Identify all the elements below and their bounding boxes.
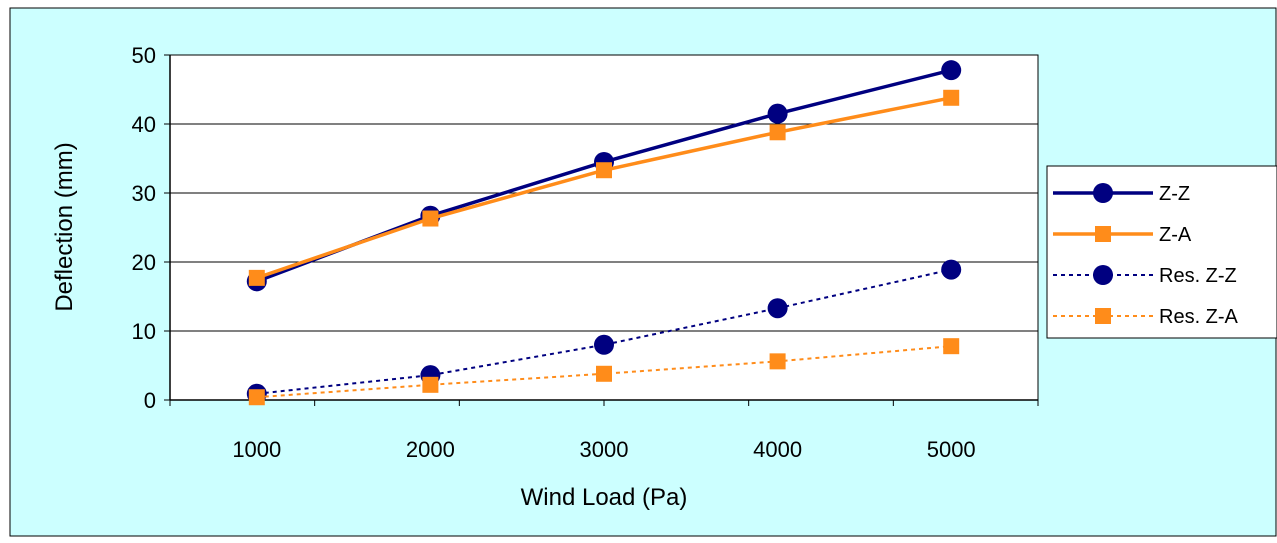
legend: Z-Z Z-A Res. Z-Z Res. Z-A: [1046, 165, 1277, 339]
y-tick-label: 10: [132, 319, 156, 344]
y-axis-title: Deflection (mm): [51, 142, 78, 311]
tick-labels: 0 10 20 30 40 50 1000 2000 3000 4000 5000: [132, 43, 976, 462]
data-point: [941, 259, 962, 280]
data-point: [769, 124, 786, 141]
data-point: [248, 269, 265, 286]
series-res-z-a: [248, 338, 960, 406]
x-axis-title: Wind Load (Pa): [521, 484, 688, 511]
data-point: [596, 162, 612, 179]
series-layer: [246, 60, 962, 406]
legend-label: Res. Z-Z: [1159, 265, 1237, 287]
series-line: [256, 268, 952, 395]
legend-label: Z-Z: [1159, 183, 1190, 205]
legend-swatch-marker: [1095, 308, 1111, 324]
axes: [164, 54, 1039, 406]
y-tick-label: 30: [132, 181, 156, 206]
legend-label: Z-A: [1159, 224, 1192, 246]
data-point: [943, 89, 960, 106]
data-point: [767, 103, 788, 124]
legend-item: Res. Z-A: [1053, 306, 1239, 328]
legend-swatch-marker: [1093, 183, 1113, 203]
x-tick-label: 1000: [232, 437, 281, 462]
y-tick-label: 40: [132, 112, 156, 137]
data-point: [596, 365, 612, 382]
y-tick-label: 20: [132, 250, 156, 275]
x-tick-label: 3000: [580, 437, 629, 462]
data-point: [248, 389, 265, 406]
y-tick-label: 50: [132, 43, 156, 68]
data-point: [422, 376, 439, 393]
data-point: [767, 298, 788, 319]
data-point: [769, 353, 786, 370]
data-point: [422, 210, 439, 227]
legend-item: Z-Z: [1053, 183, 1190, 205]
legend-swatch-marker: [1095, 226, 1111, 242]
legend-item: Z-A: [1053, 224, 1192, 246]
legend-item: Res. Z-Z: [1053, 265, 1237, 287]
legend-swatch-marker: [1093, 265, 1113, 285]
x-tick-label: 4000: [753, 437, 802, 462]
y-tick-label: 0: [144, 388, 156, 413]
data-point: [594, 334, 614, 355]
x-tick-label: 2000: [406, 437, 455, 462]
data-point: [943, 338, 960, 355]
legend-label: Res. Z-A: [1159, 306, 1239, 328]
series-z-a: [248, 89, 960, 286]
data-point: [941, 60, 962, 81]
x-tick-label: 5000: [927, 437, 976, 462]
